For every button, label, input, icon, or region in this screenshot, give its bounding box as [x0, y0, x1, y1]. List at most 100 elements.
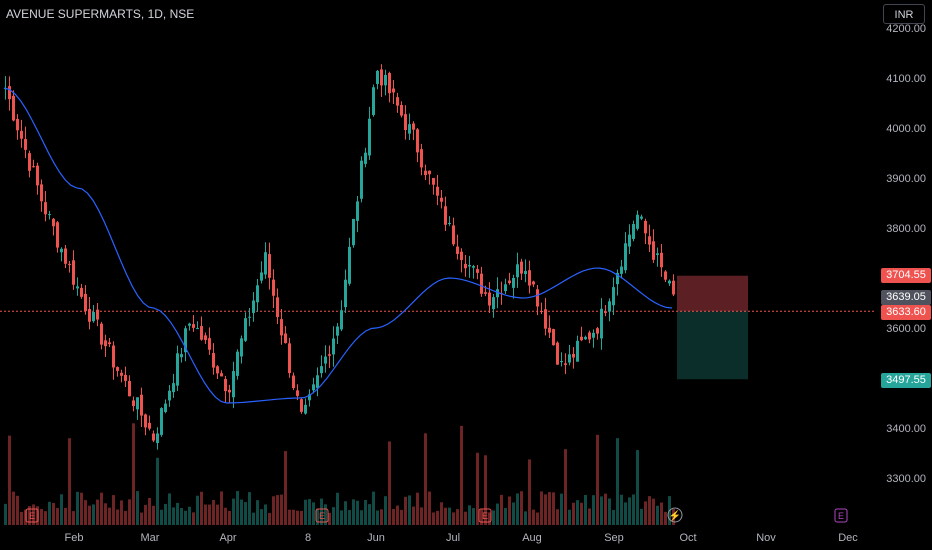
candle-body [548, 327, 551, 333]
candle-body [336, 326, 339, 336]
current-price-tag: 3639.05 [881, 290, 931, 305]
volume-bar [368, 504, 371, 525]
volume-bar [208, 504, 211, 525]
candle-body [672, 280, 675, 295]
candle-body [376, 70, 379, 84]
stop-price-tag: 3704.55 [881, 268, 931, 283]
currency-button[interactable]: INR [883, 4, 925, 24]
candle-body [368, 118, 371, 156]
volume-bar [440, 502, 443, 525]
candle-body [316, 375, 319, 389]
volume-bar [200, 491, 203, 525]
volume-bar [196, 495, 199, 525]
volume-bar [528, 459, 531, 525]
volume-bar [156, 457, 159, 525]
volume-bar [416, 492, 419, 525]
candle-body [544, 309, 547, 329]
candle-body [228, 389, 231, 393]
candle-body [512, 277, 515, 288]
upcoming-earnings-badge[interactable] [834, 508, 848, 523]
candle-body [552, 329, 555, 346]
volume-bar [596, 434, 599, 525]
volume-bar [136, 491, 139, 525]
volume-bar [640, 508, 643, 525]
volume-bar [424, 433, 427, 525]
y-tick-label: 4200.00 [886, 23, 926, 35]
earnings-badge[interactable] [315, 508, 329, 523]
volume-bar [312, 502, 315, 525]
volume-bar [44, 511, 47, 525]
candle-body [412, 123, 415, 130]
candle-body [248, 316, 251, 318]
volume-bar [360, 510, 363, 525]
volume-bar [104, 503, 107, 525]
volume-bar [452, 512, 455, 525]
volume-bar [384, 496, 387, 525]
volume-bar [496, 503, 499, 525]
candle-body [100, 323, 103, 345]
volume-bar [244, 502, 247, 525]
volume-bar [504, 508, 507, 525]
volume-bar [400, 509, 403, 525]
candle-body [224, 378, 227, 392]
take-profit-zone[interactable] [677, 311, 748, 380]
volume-bar [140, 512, 143, 525]
lightning-icon[interactable] [667, 507, 683, 523]
candle-body [496, 289, 499, 298]
volume-bar [488, 512, 491, 525]
volume-bar [172, 507, 175, 525]
volume-bar [580, 502, 583, 525]
candle-body [72, 260, 75, 285]
volume-bar [500, 494, 503, 525]
candle-body [524, 270, 527, 275]
volume-bar [428, 491, 431, 525]
stop-loss-zone[interactable] [677, 275, 748, 312]
volume-bar [288, 509, 291, 525]
volume-bar [656, 505, 659, 525]
candle-body [332, 338, 335, 355]
candle-body [92, 312, 95, 322]
earnings-badge[interactable] [25, 508, 39, 523]
price-axis[interactable]: 4200.004100.004000.003900.003800.003700.… [886, 23, 926, 485]
candle-body [540, 311, 543, 313]
volume-bar [480, 509, 483, 525]
candle-body [112, 345, 115, 368]
x-tick-label: Oct [679, 532, 696, 544]
volume-bar [536, 512, 539, 525]
candle-body [580, 336, 583, 341]
candlesticks [4, 64, 675, 450]
volume-bar [292, 509, 295, 525]
position-zones [677, 275, 748, 380]
candle-body [592, 332, 595, 338]
candle-body [364, 152, 367, 164]
candle-body [324, 356, 327, 364]
volume-bar [120, 500, 123, 525]
candle-body [8, 86, 11, 100]
candle-body [560, 360, 563, 363]
target-price-tag: 3497.55 [881, 373, 931, 388]
earnings-badge-label: E [319, 511, 325, 521]
volume-bar [364, 499, 367, 525]
candle-body [632, 224, 635, 239]
candle-body [160, 408, 163, 435]
volume-bar [460, 425, 463, 525]
volume-bar [328, 512, 331, 525]
volume-bar [324, 504, 327, 525]
candle-body [264, 252, 267, 275]
candle-body [172, 383, 175, 393]
volume-bar [664, 511, 667, 525]
earnings-badge[interactable] [478, 508, 492, 523]
candle-body [576, 340, 579, 362]
candle-body [472, 266, 475, 268]
candle-body [624, 243, 627, 271]
candle-body [52, 218, 55, 227]
moving-average-line [3, 87, 673, 404]
symbol-title[interactable]: AVENUE SUPERMARTS, 1D, NSE [6, 7, 195, 21]
volume-bar [320, 498, 323, 525]
candle-body [664, 271, 667, 280]
candle-body [568, 354, 571, 363]
time-axis[interactable]: Feb Mar Apr 8 Jun Jul Aug Sep Oct Nov Dec [65, 532, 859, 544]
volume-bar [284, 451, 287, 525]
candle-body [400, 104, 403, 116]
